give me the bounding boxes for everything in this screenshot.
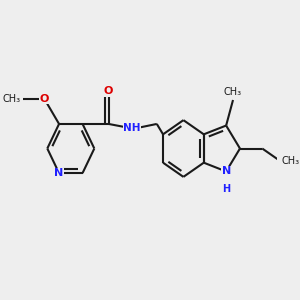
Text: CH₃: CH₃ xyxy=(282,156,300,166)
Text: H: H xyxy=(222,184,230,194)
Text: N: N xyxy=(221,167,231,176)
Text: NH: NH xyxy=(123,123,141,134)
Text: CH₃: CH₃ xyxy=(2,94,20,103)
Text: O: O xyxy=(104,86,113,96)
Text: O: O xyxy=(40,94,49,103)
Text: N: N xyxy=(54,168,64,178)
Text: CH₃: CH₃ xyxy=(224,87,242,97)
